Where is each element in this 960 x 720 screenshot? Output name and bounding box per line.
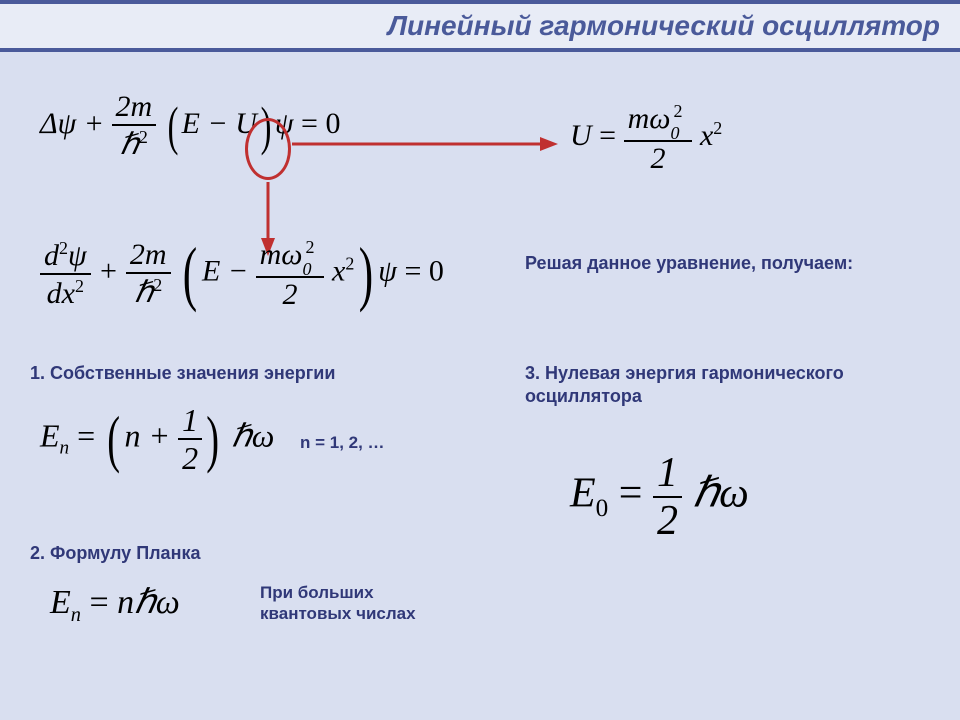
arrow-right	[290, 130, 562, 158]
note-item2: 2. Формулу Планка	[30, 542, 200, 565]
note-item1: 1. Собственные значения энергии	[30, 362, 335, 385]
eq-substituted: d2ψdx2 + 2mℏ2 (E − mω022 x2)ψ = 0	[40, 232, 444, 315]
eq-energy-levels: En = (n + 12) ℏω	[40, 402, 274, 476]
note-n-values: n = 1, 2, …	[300, 432, 385, 453]
page-title: Линейный гармонический осциллятор	[388, 10, 940, 41]
content-area: Δψ + 2mℏ2 (E − U)ψ = 0 U = mω022 x2 d2ψd…	[0, 52, 960, 712]
note-item3: 3. Нулевая энергия гармонического осцилл…	[525, 362, 875, 407]
note-solving: Решая данное уравнение, получаем:	[525, 252, 925, 275]
annotation-circle	[245, 118, 291, 180]
eq-potential: U = mω022 x2	[570, 102, 722, 174]
title-bar: Линейный гармонический осциллятор	[0, 0, 960, 52]
note-item2-sub: При больших квантовых числах	[260, 582, 460, 625]
eq-planck: En = nℏω	[50, 582, 180, 627]
eq-zero-point: E0 = 12 ℏω	[570, 452, 749, 542]
